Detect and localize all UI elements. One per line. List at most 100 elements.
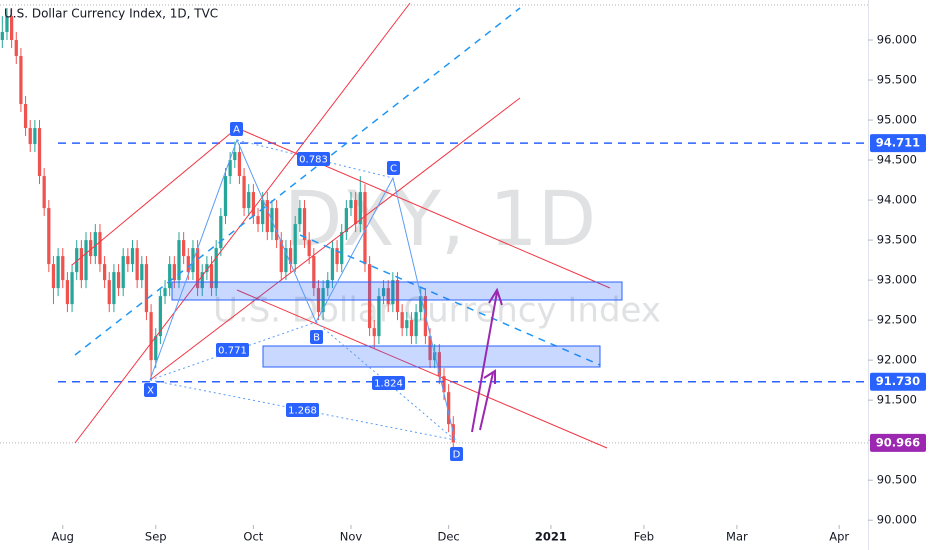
candle-body — [149, 312, 153, 361]
candle-body — [172, 264, 176, 281]
candle-body — [56, 256, 60, 289]
candle-body — [37, 128, 42, 177]
candle-body — [414, 312, 418, 337]
candle-body — [51, 264, 56, 289]
price-label: 90.966 — [876, 435, 920, 449]
candle-body — [354, 200, 358, 225]
price-label: 91.730 — [876, 374, 920, 388]
point-label: A — [233, 125, 240, 136]
channel-line — [74, 2, 411, 444]
candle-body — [195, 248, 200, 289]
candle-body — [358, 192, 362, 225]
arrows — [471, 287, 503, 433]
candle-body — [9, 16, 14, 41]
y-tick-label: 94.500 — [877, 153, 917, 167]
dashed-trend — [74, 7, 521, 356]
watermark-subtitle: U.S. Dollar Currency Index — [213, 291, 661, 331]
candle-body — [400, 312, 404, 329]
y-tick-label: 91.500 — [877, 393, 917, 407]
dashed-trend — [299, 234, 601, 366]
x-tick-label: Feb — [634, 530, 654, 544]
candle-body — [140, 264, 144, 281]
candle-body — [340, 232, 344, 265]
chart-title: U.S. Dollar Currency Index, 1D, TVC — [4, 7, 218, 21]
candle-body — [288, 248, 293, 265]
candle-body — [61, 256, 65, 281]
candle-body — [335, 248, 339, 265]
candle-body — [447, 392, 451, 425]
candle-body — [386, 288, 390, 305]
candle-body — [5, 16, 9, 33]
drawings — [71, 2, 623, 449]
candle-body — [163, 288, 167, 297]
candle-body — [28, 128, 32, 145]
candle-body — [0, 32, 4, 41]
candle-body — [405, 320, 409, 329]
candle-body — [14, 40, 18, 57]
point-label: X — [147, 386, 154, 397]
ratio-label: 1.268 — [288, 406, 317, 417]
candle-body — [205, 264, 209, 273]
y-tick-label: 92.000 — [877, 353, 917, 367]
zone — [171, 281, 623, 301]
candle-body — [89, 240, 93, 257]
candle-body — [33, 128, 37, 145]
y-tick-label: 95.500 — [877, 73, 917, 87]
candle-body — [168, 264, 172, 289]
point-label: C — [390, 164, 397, 175]
candle-body — [130, 248, 135, 265]
y-tick-label: 90.500 — [877, 473, 917, 487]
candle-body — [344, 208, 348, 233]
candle-body — [102, 264, 107, 281]
candle-body — [98, 232, 102, 265]
candle-body — [326, 280, 330, 289]
candle-body — [19, 56, 23, 105]
point-label: D — [453, 450, 461, 461]
candle-body — [214, 248, 218, 289]
x-tick-label: Nov — [340, 530, 363, 544]
ratio-label: 1.824 — [374, 379, 403, 390]
candle-body — [200, 272, 204, 289]
channel-line — [71, 127, 238, 266]
candle-body — [437, 352, 441, 377]
candle-body — [256, 216, 260, 225]
y-tick-label: 94.000 — [877, 193, 917, 207]
candle-body — [75, 248, 79, 273]
candle-body — [428, 336, 432, 361]
candle-body — [144, 264, 149, 313]
candle-body — [312, 256, 316, 289]
candle-body — [121, 256, 125, 289]
y-tick-label: 93.000 — [877, 273, 917, 287]
y-tick-label: 92.500 — [877, 313, 917, 327]
candle-body — [186, 256, 190, 273]
candle-body — [237, 152, 242, 177]
candle-body — [391, 280, 395, 305]
channel-line — [149, 97, 521, 381]
pattern-labels: A B C D X 0.783 0.771 1.824 1.268 — [144, 122, 463, 461]
x-tick-label: Aug — [52, 530, 74, 544]
candle-body — [70, 272, 74, 305]
candle-body — [302, 208, 307, 241]
y-tick-label: 93.500 — [877, 233, 917, 247]
channel-line — [236, 289, 608, 449]
ratio-label: 0.771 — [218, 346, 247, 357]
candle-body — [42, 176, 46, 209]
y-tick-label: 96.000 — [877, 33, 917, 47]
candle-body — [233, 152, 237, 161]
candle-body — [126, 256, 130, 265]
price-label: 94.711 — [876, 136, 920, 150]
candle-body — [363, 192, 367, 265]
candle-body — [84, 240, 88, 281]
candle-body — [265, 200, 269, 233]
candle-body — [112, 272, 116, 305]
price-label-bg — [870, 372, 926, 391]
candle-body — [274, 208, 279, 241]
candle-body — [298, 208, 302, 225]
candle-body — [177, 240, 181, 281]
y-tick-label: 90.000 — [877, 513, 917, 527]
candle-body — [395, 280, 400, 313]
x-tick-label: Dec — [438, 530, 460, 544]
candle-body — [135, 248, 139, 281]
x-tick-label: Apr — [829, 530, 849, 544]
price-label-bg — [870, 134, 926, 153]
